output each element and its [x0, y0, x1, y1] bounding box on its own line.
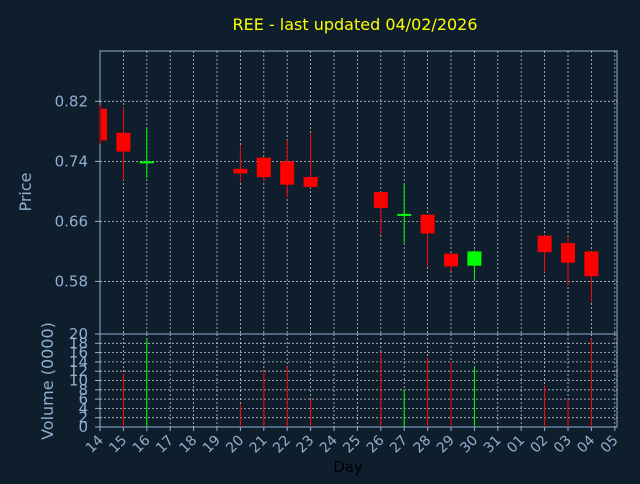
candle-body	[584, 251, 599, 277]
candle-body	[537, 235, 552, 253]
price-tick-label: 0.82	[55, 92, 88, 110]
candle-body	[561, 243, 575, 263]
price-tick-label: 0.58	[55, 272, 88, 290]
volume-tick-label: 20	[69, 325, 88, 343]
volume-bars	[122, 338, 592, 427]
price-axis-label: Price	[16, 172, 35, 211]
volume-tick-label: 4	[78, 399, 88, 417]
candle-body	[256, 157, 271, 178]
candle-body	[303, 177, 318, 187]
candle	[233, 144, 248, 183]
x-axis-ticks: 14 15 16 17 18 19 20 21 22 23 24 25 26 27 28 29 30 31 01 02…	[83, 427, 622, 456]
price-panel: 0.58 0.66 0.74 0.82 Price	[16, 50, 618, 335]
candle-body	[280, 161, 295, 185]
candle	[537, 235, 552, 273]
volume-tick-label: 16	[69, 344, 88, 362]
chart-title: REE - last updated 04/02/2026	[232, 15, 477, 34]
candle	[584, 251, 599, 303]
candle	[444, 253, 458, 271]
candle	[280, 140, 295, 198]
volume-tick-label: 18	[69, 334, 88, 352]
volume-axis-label: Volume (0000)	[38, 322, 57, 440]
candle-body	[397, 213, 412, 216]
candle	[99, 105, 107, 145]
x-axis-label: Day	[333, 458, 363, 476]
candle-body	[101, 108, 107, 141]
price-tick-label: 0.66	[55, 212, 88, 230]
candle-body	[373, 192, 388, 208]
candle	[561, 236, 575, 285]
volume-tick-label: 8	[78, 381, 88, 399]
candle-body	[116, 132, 131, 152]
candle-body	[467, 251, 482, 266]
candle-body	[444, 253, 458, 267]
volume-tick-label: 6	[78, 390, 88, 408]
candle	[420, 214, 435, 267]
candle	[303, 132, 318, 188]
volume-tick-label: 14	[69, 353, 88, 371]
candle	[397, 183, 412, 243]
candle	[373, 192, 388, 235]
candle	[256, 157, 271, 182]
candle	[467, 250, 482, 280]
candle-body	[420, 214, 435, 234]
price-y-ticks: 0.58 0.66 0.74 0.82	[55, 92, 100, 290]
volume-tick-label: 12	[69, 362, 88, 380]
volume-tick-label: 2	[78, 409, 88, 427]
volume-tick-label: 0	[78, 418, 88, 436]
candle	[139, 127, 154, 178]
candle	[116, 107, 131, 181]
candle-body	[233, 168, 248, 174]
price-tick-label: 0.74	[55, 152, 88, 170]
candles	[99, 105, 599, 303]
volume-tick-label: 10	[69, 372, 88, 390]
candle-body	[139, 161, 154, 164]
